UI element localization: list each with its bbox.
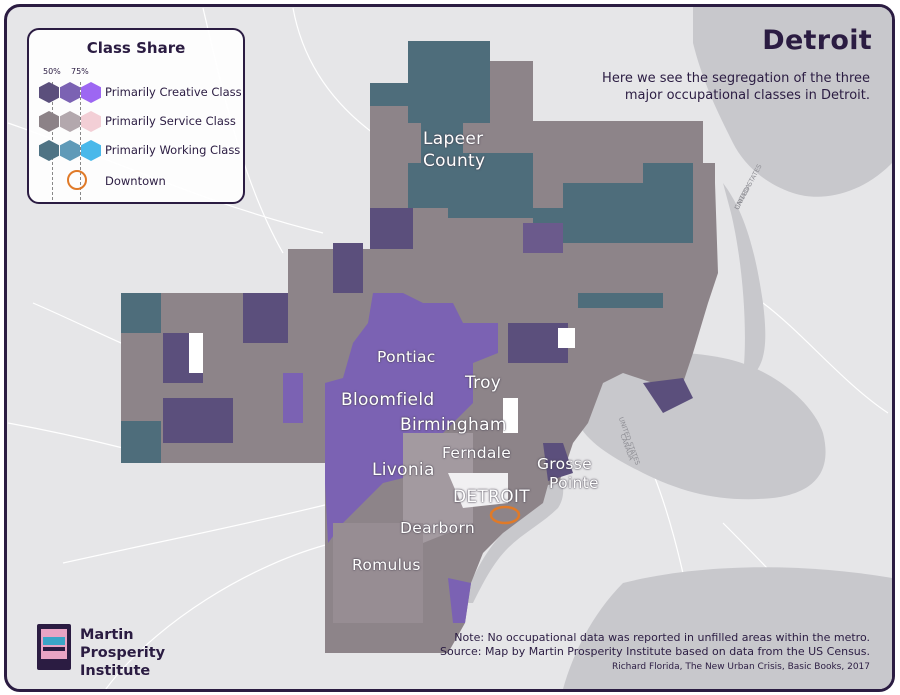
working-class-lapeer-north	[408, 41, 490, 208]
creative-class-block-9	[283, 373, 303, 423]
creative-class-block-6	[643, 378, 693, 413]
mpi-line-1: Martin	[80, 627, 134, 643]
map-notes: Note: No occupational data was reported …	[440, 631, 870, 659]
working-class-west	[121, 293, 161, 333]
urban-crisis-book-icon	[37, 624, 71, 670]
place-label-romulus: Romulus	[352, 556, 421, 574]
place-label-dearborn: Dearborn	[400, 519, 475, 537]
service-swatch-high	[81, 111, 101, 132]
note-line-2: Source: Map by Martin Prosperity Institu…	[440, 645, 870, 658]
creative-class-block-3	[163, 398, 233, 443]
working-class-lapeer-nw	[370, 83, 408, 106]
unfilled-area-2	[558, 328, 575, 348]
creative-class-downriver	[448, 578, 471, 623]
creative-class-block-7	[333, 243, 363, 293]
creative-swatch-mid	[60, 82, 80, 103]
unfilled-area-downtown	[448, 473, 508, 508]
place-label-county: County	[423, 151, 486, 171]
creative-swatch-low	[39, 82, 59, 103]
lake-erie	[563, 567, 892, 689]
creative-class-block-8	[523, 223, 563, 253]
legend-label-downtown: Downtown	[105, 174, 166, 188]
legend-pct-low: 50%	[43, 67, 61, 76]
metro-region	[121, 41, 718, 653]
legend-pct-high: 75%	[71, 67, 89, 76]
creative-swatch-high	[81, 82, 101, 103]
book-cover-stripe	[43, 637, 65, 645]
downtown-ring-icon	[67, 170, 87, 190]
mpi-line-2: Prosperity	[80, 645, 166, 661]
st-clair-river	[723, 183, 766, 375]
mpi-line-3: Institute	[80, 663, 151, 679]
place-label-lapeer: Lapeer	[423, 129, 484, 149]
working-class-lapeer-center	[448, 153, 563, 243]
detroit-river	[463, 458, 564, 603]
creative-class-block-1	[370, 208, 413, 249]
working-class-stclair-north	[563, 163, 693, 243]
service-class-inner	[403, 433, 473, 543]
service-swatch-low	[39, 111, 59, 132]
place-label-troy: Troy	[465, 373, 502, 393]
legend-label-creative: Primarily Creative Class	[105, 85, 242, 99]
legend-label-service: Primarily Service Class	[105, 114, 236, 128]
downtown-marker[interactable]	[489, 505, 521, 525]
mpi-logo-text: Martin Prosperity Institute	[80, 626, 165, 680]
working-class-stclair-south	[578, 293, 663, 308]
service-class-southwest	[333, 523, 423, 623]
lake-huron	[693, 7, 892, 197]
creative-class-grosse-pointe	[543, 443, 573, 481]
place-label-grosse: Grosse	[537, 455, 593, 473]
legend-panel: Class Share 50% 75% Primarily Creative C…	[27, 28, 245, 204]
place-label-ferndale: Ferndale	[442, 444, 512, 462]
unfilled-area-1	[189, 333, 203, 373]
creative-class-block-4	[243, 293, 288, 343]
map-frame: UNITED STATES CANADA UNITED STATES CANAD…	[4, 4, 895, 692]
place-label-bloomfield: Bloomfield	[341, 390, 435, 410]
place-label-pointe: Pointe	[549, 474, 599, 492]
legend-title: Class Share	[86, 39, 186, 57]
map-subtitle: Here we see the segregation of the three…	[602, 71, 870, 103]
map-title: Detroit	[762, 25, 872, 56]
book-credit: Richard Florida, The New Urban Crisis, B…	[611, 662, 870, 672]
working-swatch-mid	[60, 140, 80, 161]
water-bodies	[463, 7, 892, 689]
legend-divider-low	[52, 82, 53, 200]
working-swatch-low	[39, 140, 59, 161]
lake-st-clair	[574, 352, 826, 500]
place-label-detroit[interactable]: DETROIT	[453, 487, 530, 507]
working-class-southwest	[121, 421, 161, 463]
legend-label-working: Primarily Working Class	[105, 143, 241, 157]
creative-class-oakland-corridor	[325, 293, 498, 543]
place-label-birmingham: Birmingham	[400, 415, 507, 435]
note-line-1: Note: No occupational data was reported …	[454, 631, 870, 644]
detroit-metro-map	[7, 7, 892, 689]
creative-class-block-5	[508, 323, 568, 363]
book-cover-band	[43, 647, 65, 651]
place-label-pontiac: Pontiac	[377, 348, 436, 366]
service-swatch-mid	[60, 111, 80, 132]
legend-divider-high	[80, 82, 81, 200]
unfilled-area-3	[503, 398, 518, 433]
place-label-livonia: Livonia	[372, 460, 435, 480]
working-swatch-high	[81, 140, 101, 161]
